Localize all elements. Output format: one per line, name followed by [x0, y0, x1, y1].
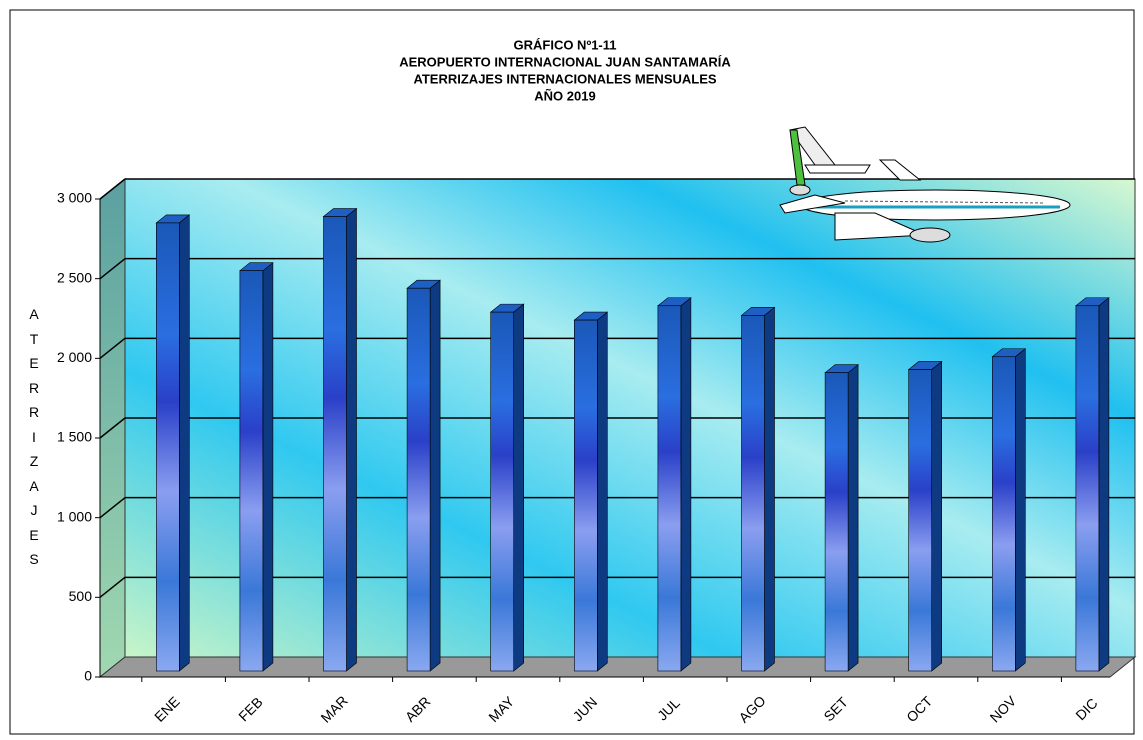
title-line: GRÁFICO Nº1-11: [514, 37, 617, 52]
y-tick-label: 0: [84, 668, 92, 684]
airplane-icon: [779, 126, 1071, 243]
title-line: AÑO 2019: [534, 88, 595, 103]
bar: [490, 311, 515, 672]
bar-side: [346, 207, 357, 672]
x-tick-label: ENE: [151, 693, 183, 725]
bar-side: [764, 306, 775, 672]
bar-side: [1014, 348, 1026, 672]
bar-side: [262, 262, 274, 672]
bar-side: [596, 311, 608, 672]
bar-side: [429, 279, 441, 672]
title-line: AEROPUERTO INTERNACIONAL JUAN SANTAMARÍA: [399, 54, 731, 69]
bar: [239, 270, 264, 672]
bar-side: [847, 364, 859, 672]
grid-line: [99, 576, 126, 598]
bar-side: [179, 214, 190, 672]
y-axis-label: ATERRIZAJES: [28, 306, 40, 567]
bar: [323, 216, 347, 672]
y-tick-label: 1 000: [57, 508, 92, 524]
bar: [156, 222, 180, 672]
y-tick-label: 1 500: [57, 429, 92, 445]
x-tick-label: OCT: [903, 693, 936, 726]
y-tick-label: 2 500: [57, 269, 92, 285]
grid-line: [99, 417, 126, 439]
x-tick-label: JUN: [570, 694, 601, 725]
grid-line: [99, 258, 126, 280]
x-tick-label: AGO: [735, 692, 768, 725]
x-tick-label: ABR: [402, 693, 434, 725]
bar-side: [931, 360, 943, 672]
y-tick-label: 3 000: [57, 190, 92, 206]
x-tick-label: FEB: [235, 694, 266, 725]
bar: [741, 315, 765, 672]
bar: [573, 319, 598, 672]
grid-line: [99, 178, 126, 200]
bar: [406, 287, 431, 672]
x-tick-label: SET: [820, 693, 851, 724]
bar: [1075, 305, 1100, 672]
bar-side: [513, 303, 525, 672]
grid-line: [99, 337, 126, 359]
plot: [98, 177, 1137, 679]
y-tick-label: 2 000: [57, 349, 92, 365]
bar-side: [1098, 297, 1110, 672]
x-tick-label: MAY: [485, 693, 517, 725]
bar: [908, 369, 933, 672]
grid-line: [99, 497, 126, 519]
x-tick-label: NOV: [986, 692, 1019, 725]
y-tick-label: 500: [69, 588, 93, 604]
bar-side: [680, 297, 692, 672]
x-tick-label: DIC: [1072, 695, 1100, 723]
x-tick-label: MAR: [317, 692, 350, 725]
bar: [657, 305, 682, 672]
x-tick-label: JUL: [654, 694, 683, 723]
bar: [824, 372, 849, 672]
title-line: ATERRIZAJES INTERNACIONALES MENSUALES: [413, 71, 716, 86]
bar: [991, 356, 1016, 672]
